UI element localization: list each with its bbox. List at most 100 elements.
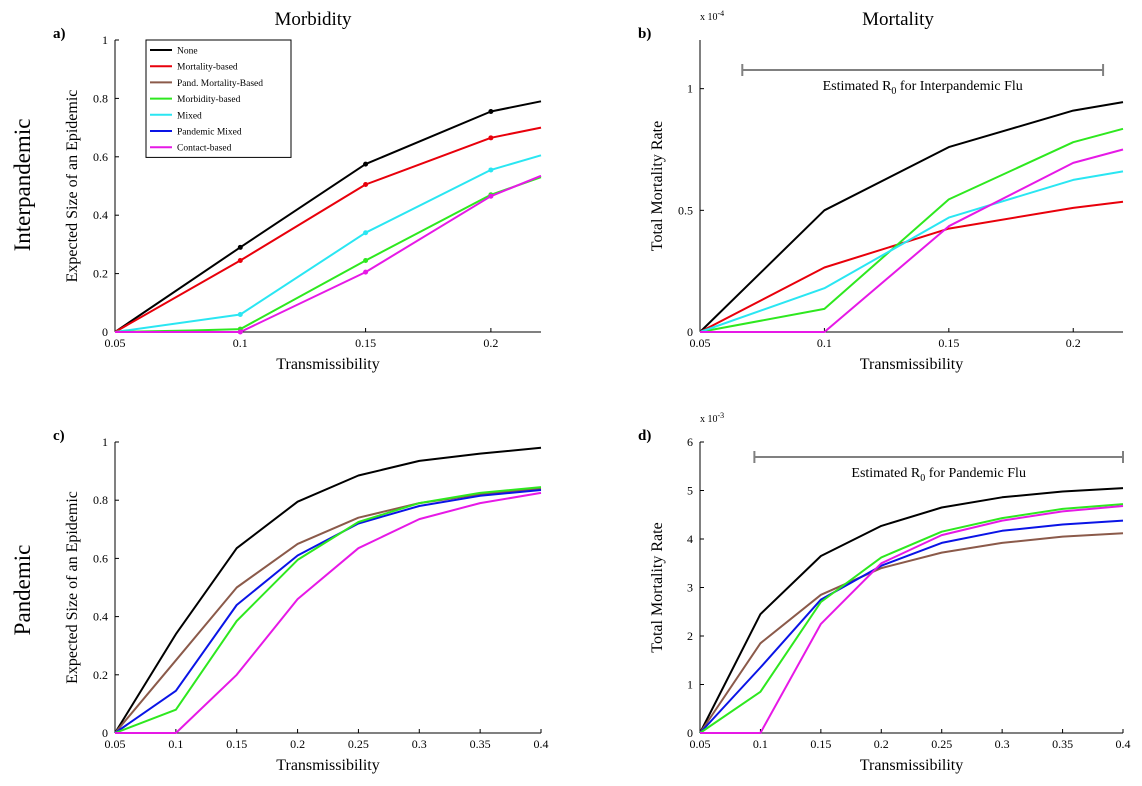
series-line-mixed <box>114 154 542 333</box>
series-line-none <box>114 446 542 734</box>
y-axis-label: Expected Size of an Epidemic <box>64 90 81 283</box>
data-point-none <box>488 109 494 115</box>
x-tick-label: 0.35 <box>1052 737 1073 751</box>
series-line-pand-mortality-based <box>699 532 1124 734</box>
series-line-mixed <box>699 170 1124 333</box>
panel-d: d) 0.05 0.1 0.15 0.2 0.25 0.3 0.35 0.4 0 1 2 3 4 5 6 Tra… <box>638 411 1131 774</box>
x-tick-label: 0.2 <box>874 737 889 751</box>
y-tick-label: 1 <box>687 82 693 96</box>
legend-label: Morbidity-based <box>177 95 241 105</box>
y-tick-label: 0.5 <box>678 203 693 217</box>
panel-letter: a) <box>53 26 66 42</box>
x-axis-label: Transmissibility <box>276 757 379 774</box>
x-axis-label: Transmissibility <box>276 356 379 373</box>
r0-range-annotation: Estimated R0 for Pandemic Flu <box>753 451 1124 484</box>
x-tick-label: 0.1 <box>817 336 832 350</box>
data-point-mortality-based <box>363 182 369 188</box>
row-title-interpandemic: Interpandemic <box>10 119 35 252</box>
series-line-mortality-based <box>699 200 1124 333</box>
x-tick-label: 0.15 <box>938 336 959 350</box>
r0-range-label: Estimated R0 for Pandemic Flu <box>851 466 1026 484</box>
data-point-contact-based <box>237 329 243 335</box>
legend-box <box>145 39 292 158</box>
series-line-none <box>699 487 1124 734</box>
y-tick-label: 0 <box>102 325 108 339</box>
y-tick-label: 0.4 <box>93 610 108 624</box>
legend-label: Contact-based <box>177 144 232 154</box>
y-tick-label: 0.8 <box>93 91 108 105</box>
y-tick-label: 1 <box>687 678 693 692</box>
y-tick-label: 3 <box>687 581 693 595</box>
series-line-pand-mortality-based <box>114 487 542 734</box>
y-tick-label: 6 <box>687 435 693 449</box>
data-point-morbidity-based <box>363 257 369 263</box>
y-multiplier: x 10-3 <box>700 411 724 425</box>
data-point-none <box>363 161 369 167</box>
y-axis-label: Expected Size of an Epidemic <box>64 491 81 684</box>
y-multiplier: x 10-4 <box>700 9 724 23</box>
series-line-contact-based <box>700 148 1124 333</box>
legend: None Mortality-based Pand. Mortality-Based… <box>145 39 292 158</box>
x-tick-label: 0.05 <box>690 336 711 350</box>
series-line-none <box>699 101 1124 333</box>
x-tick-label: 0.05 <box>105 336 126 350</box>
x-tick-label: 0.05 <box>690 737 711 751</box>
y-tick-label: 0.2 <box>93 267 108 281</box>
y-tick-label: 5 <box>687 484 693 498</box>
x-tick-label: 0.1 <box>168 737 183 751</box>
column-title-mortality: Mortality <box>862 9 934 30</box>
panel-c: c) 0.05 0.1 0.15 0.2 0.25 0.3 0.35 0.4 0 0.2 0.4 0.6… <box>53 428 549 774</box>
r0-range-annotation: Estimated R0 for Interpandemic Flu <box>741 64 1105 97</box>
x-tick-label: 0.1 <box>233 336 248 350</box>
x-tick-label: 0.1 <box>753 737 768 751</box>
x-tick-label: 0.25 <box>931 737 952 751</box>
y-tick-label: 1 <box>102 435 108 449</box>
y-tick-label: 0.6 <box>93 150 108 164</box>
y-tick-label: 0 <box>687 726 693 740</box>
data-point-contact-based <box>488 193 494 199</box>
x-axis-label: Transmissibility <box>860 356 963 373</box>
series-line-morbidity-based <box>114 176 542 333</box>
series-line-morbidity-based <box>699 503 1124 734</box>
series-line-morbidity-based <box>114 486 542 734</box>
x-tick-label: 0.15 <box>226 737 247 751</box>
data-point-none <box>237 244 243 250</box>
series-line-contact-based <box>700 505 1124 734</box>
y-tick-label: 0.4 <box>93 208 108 222</box>
data-point-mixed <box>488 167 494 173</box>
series-line-contact-based <box>115 491 542 734</box>
x-tick-label: 0.15 <box>810 737 831 751</box>
data-point-mortality-based <box>488 135 494 141</box>
x-tick-label: 0.2 <box>483 336 498 350</box>
row-title-pandemic: Pandemic <box>10 545 35 636</box>
x-tick-label: 0.3 <box>995 737 1010 751</box>
y-axis-label: Total Mortality Rate <box>649 121 666 251</box>
panels: a)0.05 0.1 0.15 0.200.20.40.60.81Transmissi… <box>53 9 1131 774</box>
x-tick-label: 0.25 <box>348 737 369 751</box>
x-tick-label: 0.2 <box>1066 336 1081 350</box>
series-line-pandemic-mixed <box>699 519 1124 734</box>
x-tick-label: 0.35 <box>470 737 491 751</box>
y-tick-label: 0.6 <box>93 551 108 565</box>
y-tick-label: 1 <box>102 33 108 47</box>
legend-label: Mixed <box>177 111 202 121</box>
data-point-mixed <box>363 230 369 236</box>
panel-letter: d) <box>638 428 651 444</box>
y-tick-label: 4 <box>687 532 693 546</box>
data-point-mortality-based <box>237 257 243 263</box>
column-title-morbidity: Morbidity <box>274 9 352 30</box>
legend-label: Mortality-based <box>177 63 238 73</box>
x-tick-label: 0.4 <box>534 737 549 751</box>
y-tick-label: 2 <box>687 629 693 643</box>
panel-b: b) 0.05 0.1 0.15 0.2 0 0.5 1 Transmissibility Tot… <box>638 9 1124 373</box>
legend-label: Pandemic Mixed <box>177 128 242 138</box>
x-axis-label: Transmissibility <box>860 757 963 774</box>
y-tick-label: 0.8 <box>93 493 108 507</box>
x-tick-label: 0.15 <box>355 336 376 350</box>
legend-label: None <box>177 47 198 57</box>
y-tick-label: 0 <box>687 325 693 339</box>
x-tick-label: 0.3 <box>412 737 427 751</box>
y-tick-label: 0.2 <box>93 668 108 682</box>
data-point-contact-based <box>363 269 369 275</box>
